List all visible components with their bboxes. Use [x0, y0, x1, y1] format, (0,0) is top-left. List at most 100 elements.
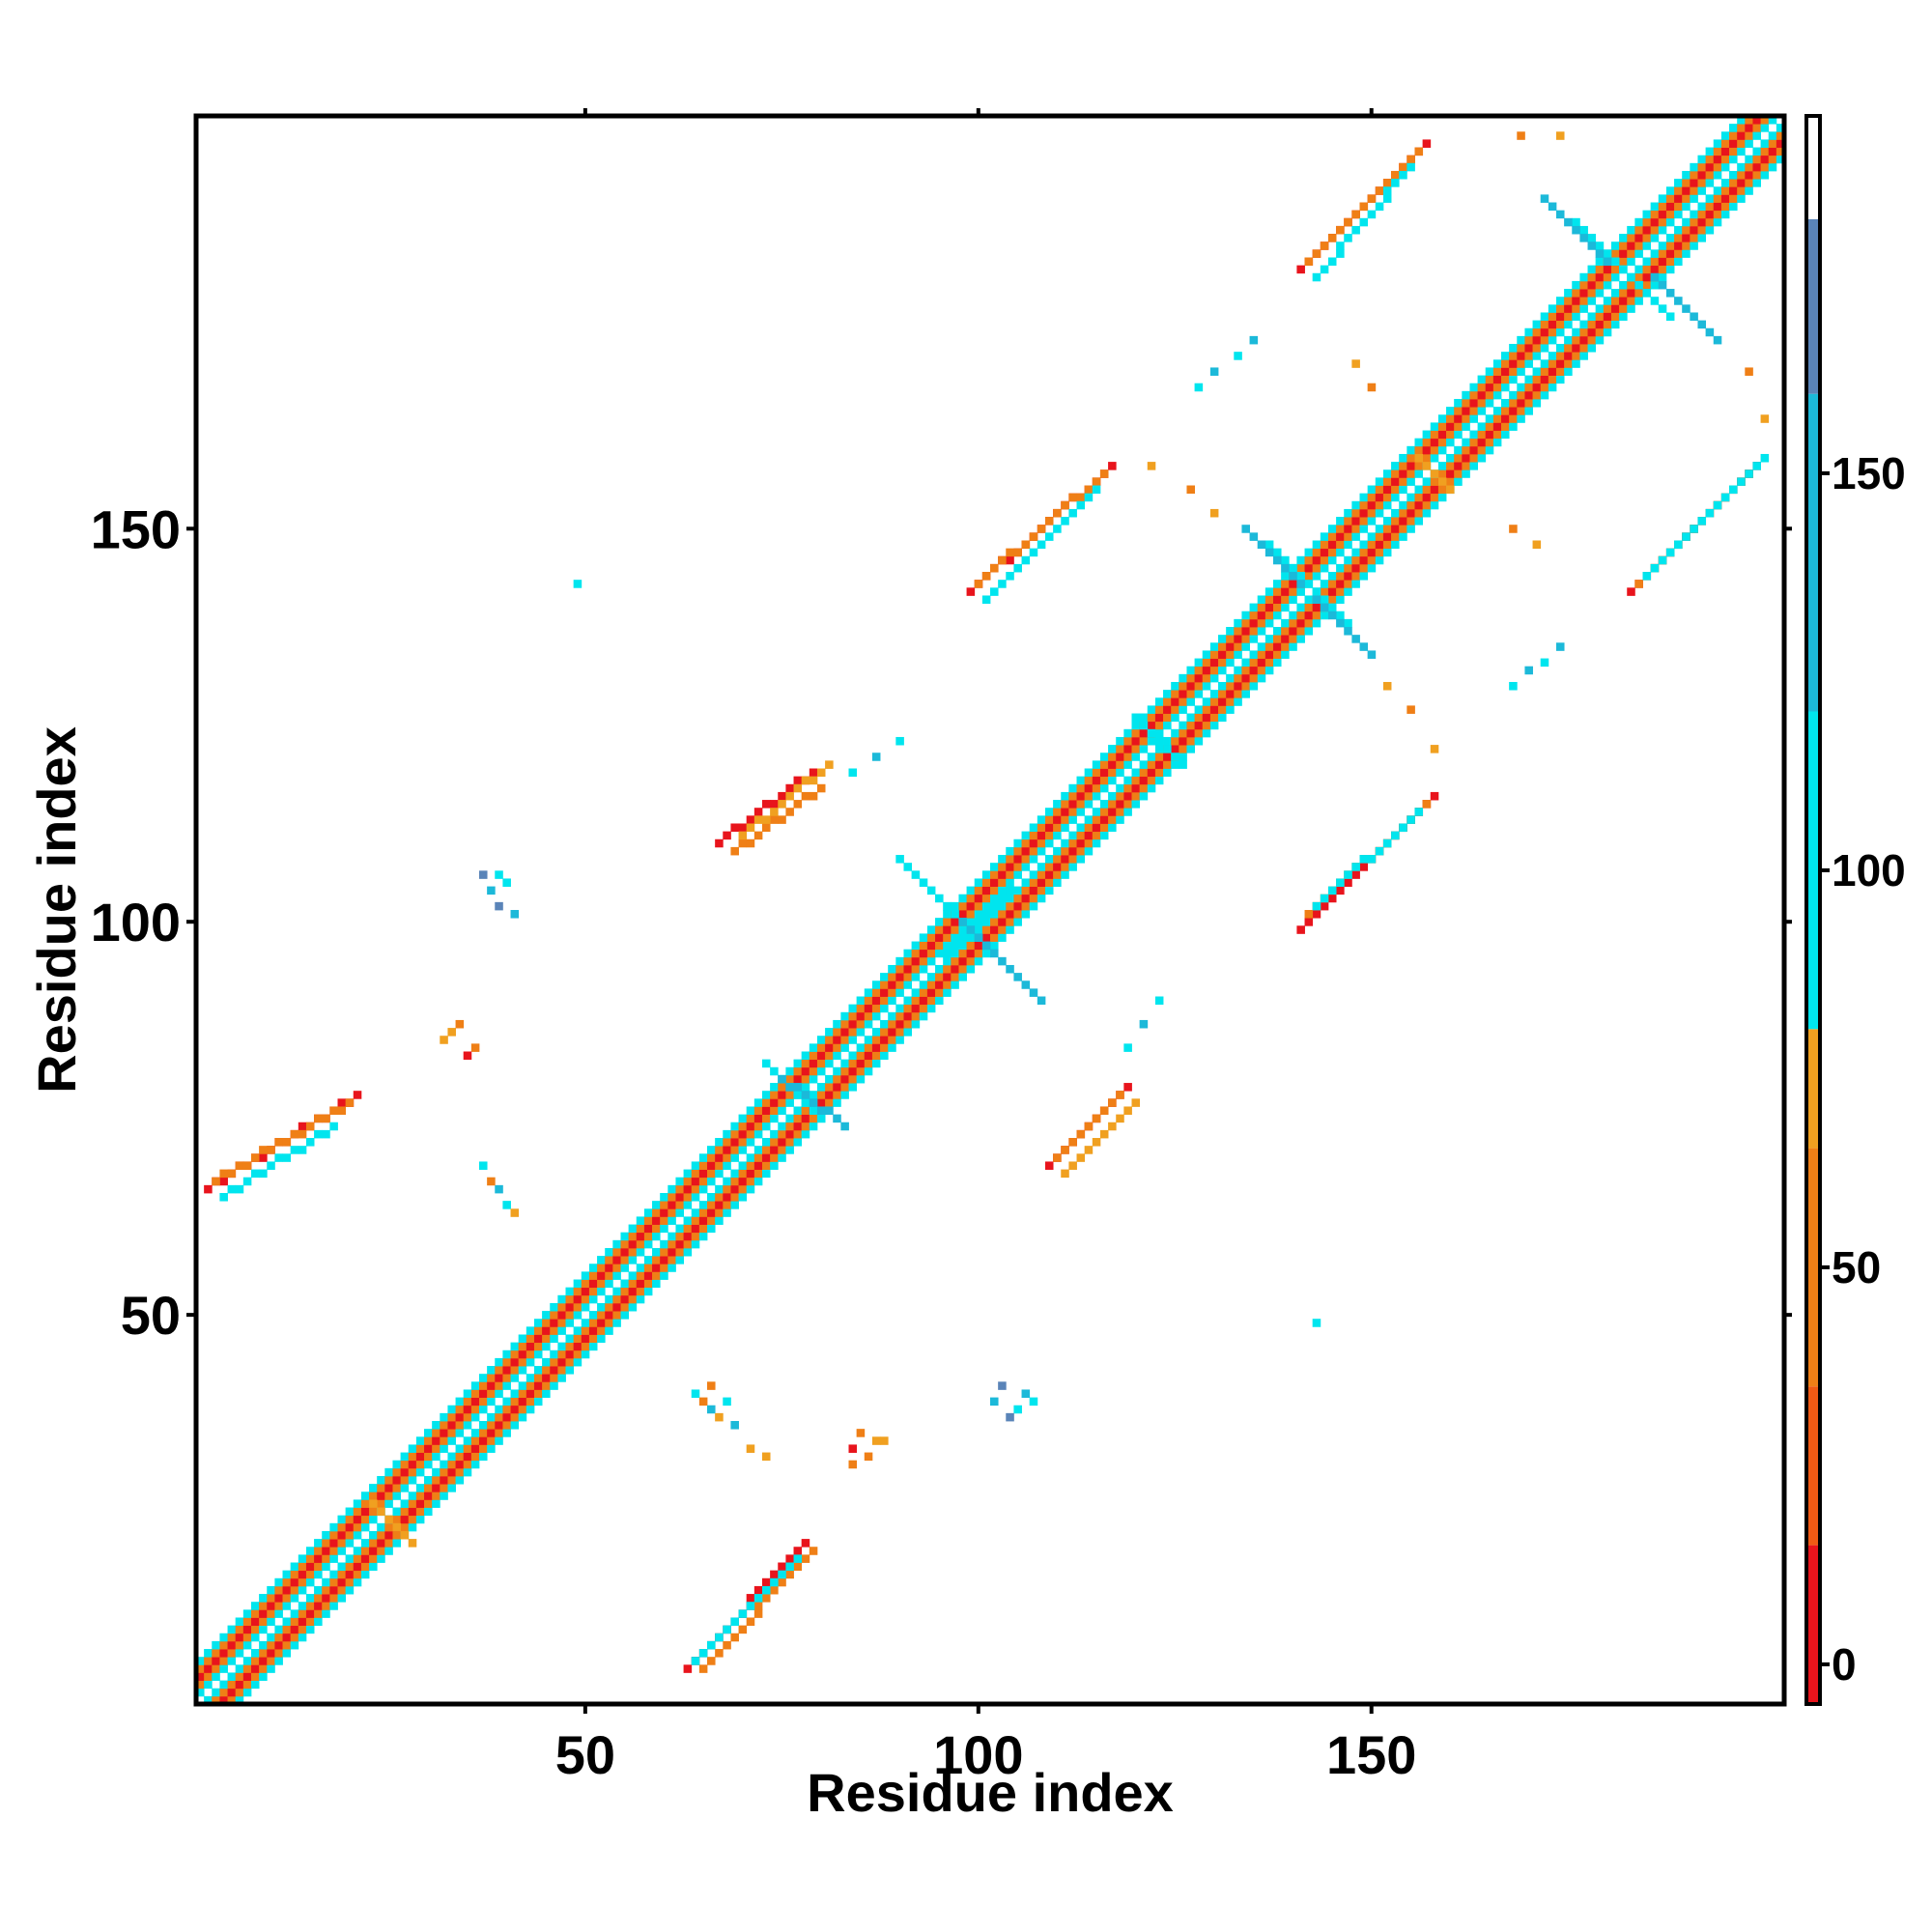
- contact-cell: [1437, 462, 1447, 470]
- contact-cell: [1351, 870, 1360, 879]
- contact-cell: [1674, 297, 1683, 305]
- contact-cell: [447, 1028, 456, 1037]
- contact-cell: [1540, 320, 1549, 329]
- contact-cell: [1053, 846, 1062, 856]
- contact-cell: [290, 1640, 299, 1650]
- contact-cell: [1674, 179, 1683, 187]
- contact-cell: [1272, 603, 1282, 612]
- contact-cell: [1257, 650, 1266, 659]
- contact-cell: [314, 1609, 323, 1618]
- contact-cell: [1029, 901, 1038, 911]
- contact-cell: [778, 1098, 786, 1107]
- contact-cell: [1367, 563, 1377, 573]
- contact-cell: [1729, 202, 1738, 212]
- contact-cell: [1304, 603, 1314, 612]
- contact-cell: [1281, 635, 1290, 643]
- contact-cell: [1776, 139, 1785, 148]
- contact-cell: [943, 941, 952, 951]
- contact-cell: [1359, 642, 1369, 651]
- contact-cell: [526, 1374, 535, 1382]
- contact-cell: [1084, 493, 1094, 502]
- contact-cell: [1650, 210, 1660, 219]
- contact-cell: [1044, 838, 1054, 848]
- contact-cell: [864, 1036, 873, 1044]
- contact-cell: [636, 1232, 645, 1241]
- contact-cell: [652, 1201, 661, 1209]
- contact-cell: [738, 1161, 748, 1170]
- contact-cell: [235, 1640, 244, 1650]
- contact-cell: [550, 1374, 558, 1382]
- contact-cell: [282, 1585, 292, 1595]
- contact-cell: [793, 1083, 803, 1092]
- contact-cell: [510, 1342, 520, 1351]
- contact-cell: [848, 768, 858, 778]
- contact-cell: [415, 1515, 425, 1524]
- contact-cell: [1610, 257, 1620, 267]
- contact-cell: [1382, 500, 1392, 510]
- contact-cell: [1760, 162, 1770, 172]
- contact-cell: [424, 1429, 433, 1437]
- contact-cell: [1650, 257, 1660, 267]
- contact-cell: [1061, 517, 1069, 526]
- contact-cell: [1320, 532, 1329, 541]
- contact-cell: [660, 1239, 668, 1249]
- contact-cell: [1029, 1397, 1038, 1406]
- contact-cell: [345, 1554, 355, 1563]
- contact-cell: [753, 1122, 763, 1131]
- contact-cell: [557, 1366, 566, 1375]
- contact-cell: [305, 1577, 315, 1587]
- contact-cell: [267, 1594, 275, 1603]
- contact-cell: [440, 1460, 448, 1469]
- contact-cell: [1218, 690, 1227, 698]
- contact-cell: [1147, 760, 1156, 769]
- contact-cell: [793, 1091, 803, 1099]
- contact-cell: [1367, 532, 1377, 541]
- contact-cell: [1029, 823, 1038, 833]
- contact-cell: [322, 1539, 330, 1548]
- contact-cell: [1226, 690, 1235, 698]
- contact-cell: [770, 1114, 779, 1123]
- contact-cell: [1296, 580, 1305, 588]
- contact-cell: [298, 1122, 307, 1131]
- contact-cell: [675, 1208, 684, 1217]
- contact-cell: [1760, 147, 1770, 156]
- contact-cell: [1013, 863, 1022, 871]
- contact-cell: [1776, 155, 1785, 164]
- contact-cell: [1209, 721, 1219, 730]
- contact-cell: [612, 1247, 621, 1257]
- contact-cell: [1264, 642, 1274, 651]
- contact-cell: [1634, 265, 1643, 274]
- contact-cell: [1312, 572, 1321, 581]
- contact-cell: [1587, 320, 1597, 329]
- contact-cell: [1367, 485, 1377, 495]
- contact-cell: [588, 1334, 598, 1344]
- contact-cell: [447, 1460, 456, 1469]
- contact-cell: [825, 1051, 834, 1061]
- contact-cell: [1634, 234, 1643, 242]
- contact-cell: [707, 1208, 716, 1217]
- contact-cell: [447, 1421, 456, 1430]
- contact-cell: [643, 1279, 653, 1289]
- contact-cell: [1674, 257, 1683, 267]
- contact-cell: [1076, 1129, 1086, 1139]
- contact-cell: [1422, 438, 1432, 447]
- contact-cell: [1092, 815, 1101, 824]
- contact-cell: [1603, 320, 1612, 329]
- contact-cell: [833, 1051, 841, 1061]
- contact-cell: [715, 1208, 724, 1217]
- contact-cell: [597, 1319, 606, 1327]
- contact-cell: [1477, 383, 1487, 392]
- contact-cell: [463, 1421, 472, 1430]
- contact-cell: [871, 1011, 881, 1021]
- contact-cell: [1674, 186, 1683, 195]
- contact-cell: [219, 1633, 228, 1642]
- contact-cell: [1682, 202, 1690, 212]
- contact-cell: [1053, 878, 1062, 887]
- contact-cell: [1697, 225, 1707, 235]
- contact-cell: [573, 1294, 582, 1304]
- contact-cell: [612, 1319, 621, 1327]
- contact-cell: [1595, 327, 1605, 337]
- contact-cell: [753, 1098, 763, 1107]
- contact-cell: [298, 1129, 307, 1139]
